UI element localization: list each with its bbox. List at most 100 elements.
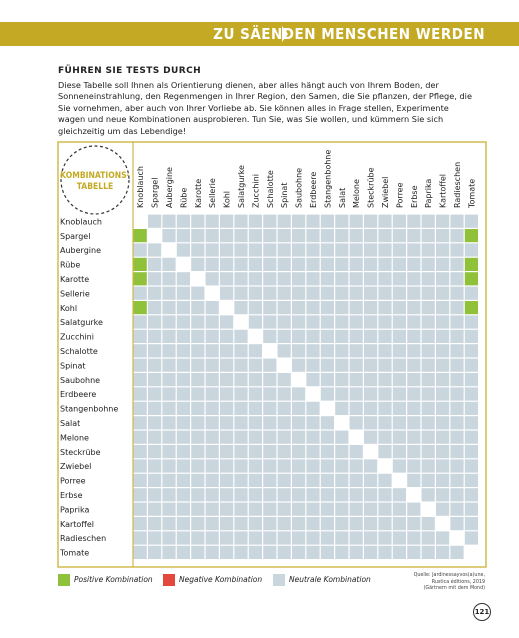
combination-cell (450, 272, 464, 286)
row-label: Salatgurke (60, 318, 103, 327)
combination-cell (349, 358, 363, 372)
combination-cell (407, 545, 421, 559)
combination-cell (306, 387, 320, 401)
combination-cell (133, 286, 147, 300)
combination-cell (335, 272, 349, 286)
combination-cell (148, 315, 162, 329)
combination-cell (176, 488, 190, 502)
combination-cell (464, 214, 478, 228)
combination-cell (191, 229, 205, 243)
combination-cell (349, 473, 363, 487)
combination-cell (436, 445, 450, 459)
combination-cell (306, 445, 320, 459)
combination-cell (205, 445, 219, 459)
combination-cell (421, 358, 435, 372)
row-label: Erbse (60, 491, 83, 500)
combination-cell (320, 517, 334, 531)
combination-cell (421, 401, 435, 415)
combination-cell (205, 387, 219, 401)
combination-cell (277, 531, 291, 545)
combination-cell (320, 358, 334, 372)
combination-cell (191, 473, 205, 487)
combination-cell (378, 517, 392, 531)
combination-cell (234, 344, 248, 358)
combination-cell (306, 257, 320, 271)
combination-cell (248, 286, 262, 300)
combination-cell (148, 430, 162, 444)
combination-cell (191, 531, 205, 545)
row-label: Spargel (60, 232, 90, 241)
combination-cell (191, 272, 205, 286)
combination-cell (162, 416, 176, 430)
combination-cell (191, 401, 205, 415)
combination-cell (306, 401, 320, 415)
combination-cell (392, 459, 406, 473)
combination-cell (292, 243, 306, 257)
combination-cell (378, 387, 392, 401)
combination-cell (133, 344, 147, 358)
combination-cell (450, 373, 464, 387)
combination-cell (263, 301, 277, 315)
combination-cell (450, 229, 464, 243)
combination-cell (292, 373, 306, 387)
combination-cell (436, 387, 450, 401)
combination-cell (392, 257, 406, 271)
combination-cell (205, 416, 219, 430)
combination-cell (392, 416, 406, 430)
combination-cell (450, 315, 464, 329)
combination-cell (191, 286, 205, 300)
combination-cell (191, 301, 205, 315)
column-header: Salat (338, 188, 347, 208)
combination-cell (133, 229, 147, 243)
combination-cell (205, 243, 219, 257)
combination-cell (234, 286, 248, 300)
row-label: Zwiebel (60, 462, 91, 471)
combination-cell (436, 473, 450, 487)
combination-cell (392, 243, 406, 257)
combination-cell (220, 401, 234, 415)
combination-cell (306, 531, 320, 545)
combination-cell (335, 459, 349, 473)
combination-cell (392, 387, 406, 401)
combination-cell (277, 373, 291, 387)
combination-cell (436, 401, 450, 415)
combination-cell (464, 344, 478, 358)
combination-cell (407, 459, 421, 473)
combination-cell (349, 315, 363, 329)
combination-cell (220, 315, 234, 329)
combination-cell (234, 214, 248, 228)
combination-cell (378, 272, 392, 286)
combination-cell (407, 301, 421, 315)
combination-cell (349, 286, 363, 300)
combination-cell (335, 416, 349, 430)
column-header: Saubohne (295, 168, 304, 208)
combination-cell (306, 545, 320, 559)
row-label: Radieschen (60, 534, 106, 543)
combination-cell (205, 401, 219, 415)
combination-cell (205, 214, 219, 228)
combination-cell (421, 344, 435, 358)
combination-cell (205, 517, 219, 531)
combination-cell (392, 545, 406, 559)
combination-cell (162, 229, 176, 243)
combination-cell (234, 488, 248, 502)
combination-cell (292, 445, 306, 459)
combination-cell (220, 272, 234, 286)
combination-cell (364, 272, 378, 286)
combination-cell (263, 445, 277, 459)
combination-cell (292, 416, 306, 430)
combination-cell (392, 488, 406, 502)
combination-cell (421, 430, 435, 444)
combination-cell (378, 473, 392, 487)
combination-cell (133, 445, 147, 459)
combination-cell (378, 430, 392, 444)
combination-cell (234, 430, 248, 444)
combination-cell (407, 502, 421, 516)
combination-cell (277, 229, 291, 243)
combination-cell (421, 243, 435, 257)
combination-cell (263, 329, 277, 343)
combination-cell (421, 214, 435, 228)
combination-cell (191, 416, 205, 430)
combination-cell (464, 517, 478, 531)
combination-cell (176, 517, 190, 531)
